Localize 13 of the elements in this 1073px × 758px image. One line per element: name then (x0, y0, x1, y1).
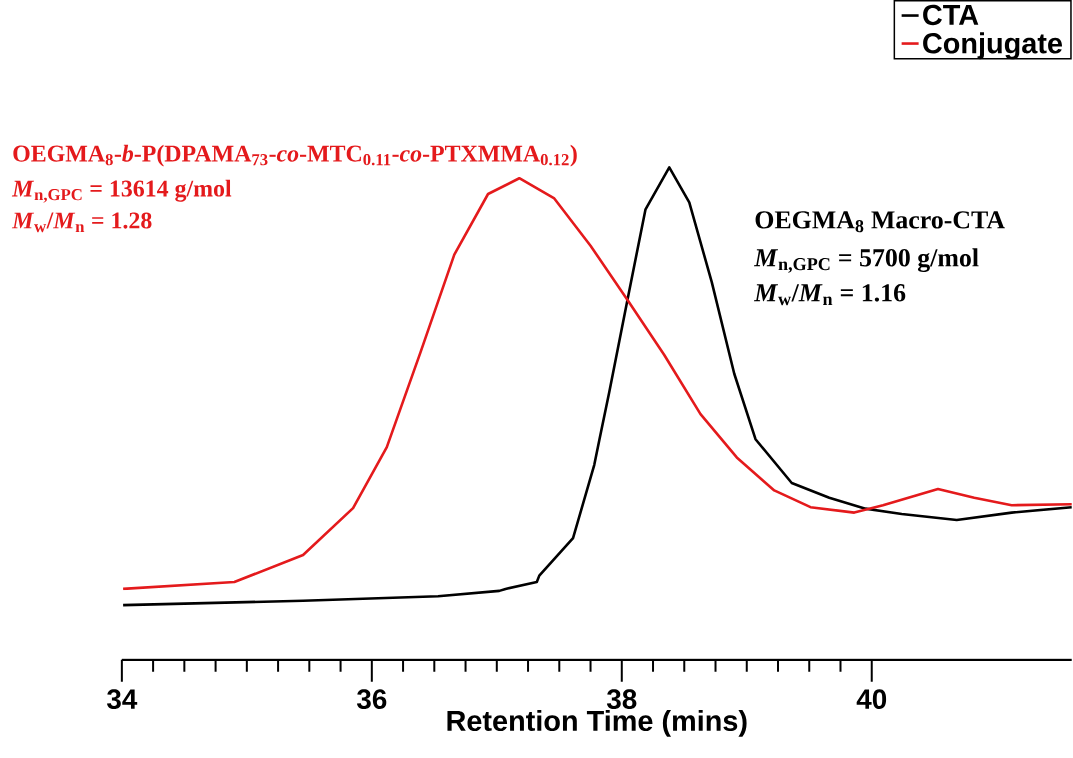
text: OEGMA$_{8}$-b-P(DPAMA$_{73}$-co-MTC$_{0.11}$-co-PTXMMA$_{0.12}$) (13, 144, 577, 167)
annotation: OEGMA$_{8}$ Macro-CTA (755, 211, 1005, 233)
x-axis-title: Retention Time (mins) (447, 710, 747, 737)
annotation: M$_{n,GPC}$ = 5700 g/mol (753, 248, 979, 273)
legend-label: Conjugate (923, 32, 1062, 60)
legend-label: CTA (923, 4, 979, 26)
annotation: M$_{n,GPC}$ = 13614 g/mol (11, 179, 232, 203)
x-tick-label: 36 (356, 689, 387, 710)
x-tick-label: 40 (856, 689, 887, 710)
annotation: M$_{w}$/M$_{n}$ = 1.28 (11, 212, 152, 233)
annotation: M$_{w}$/M$_{n}$ = 1.16 (753, 284, 906, 306)
x-tick-label: 38 (606, 689, 637, 710)
x-tick-label: 34 (107, 689, 138, 710)
